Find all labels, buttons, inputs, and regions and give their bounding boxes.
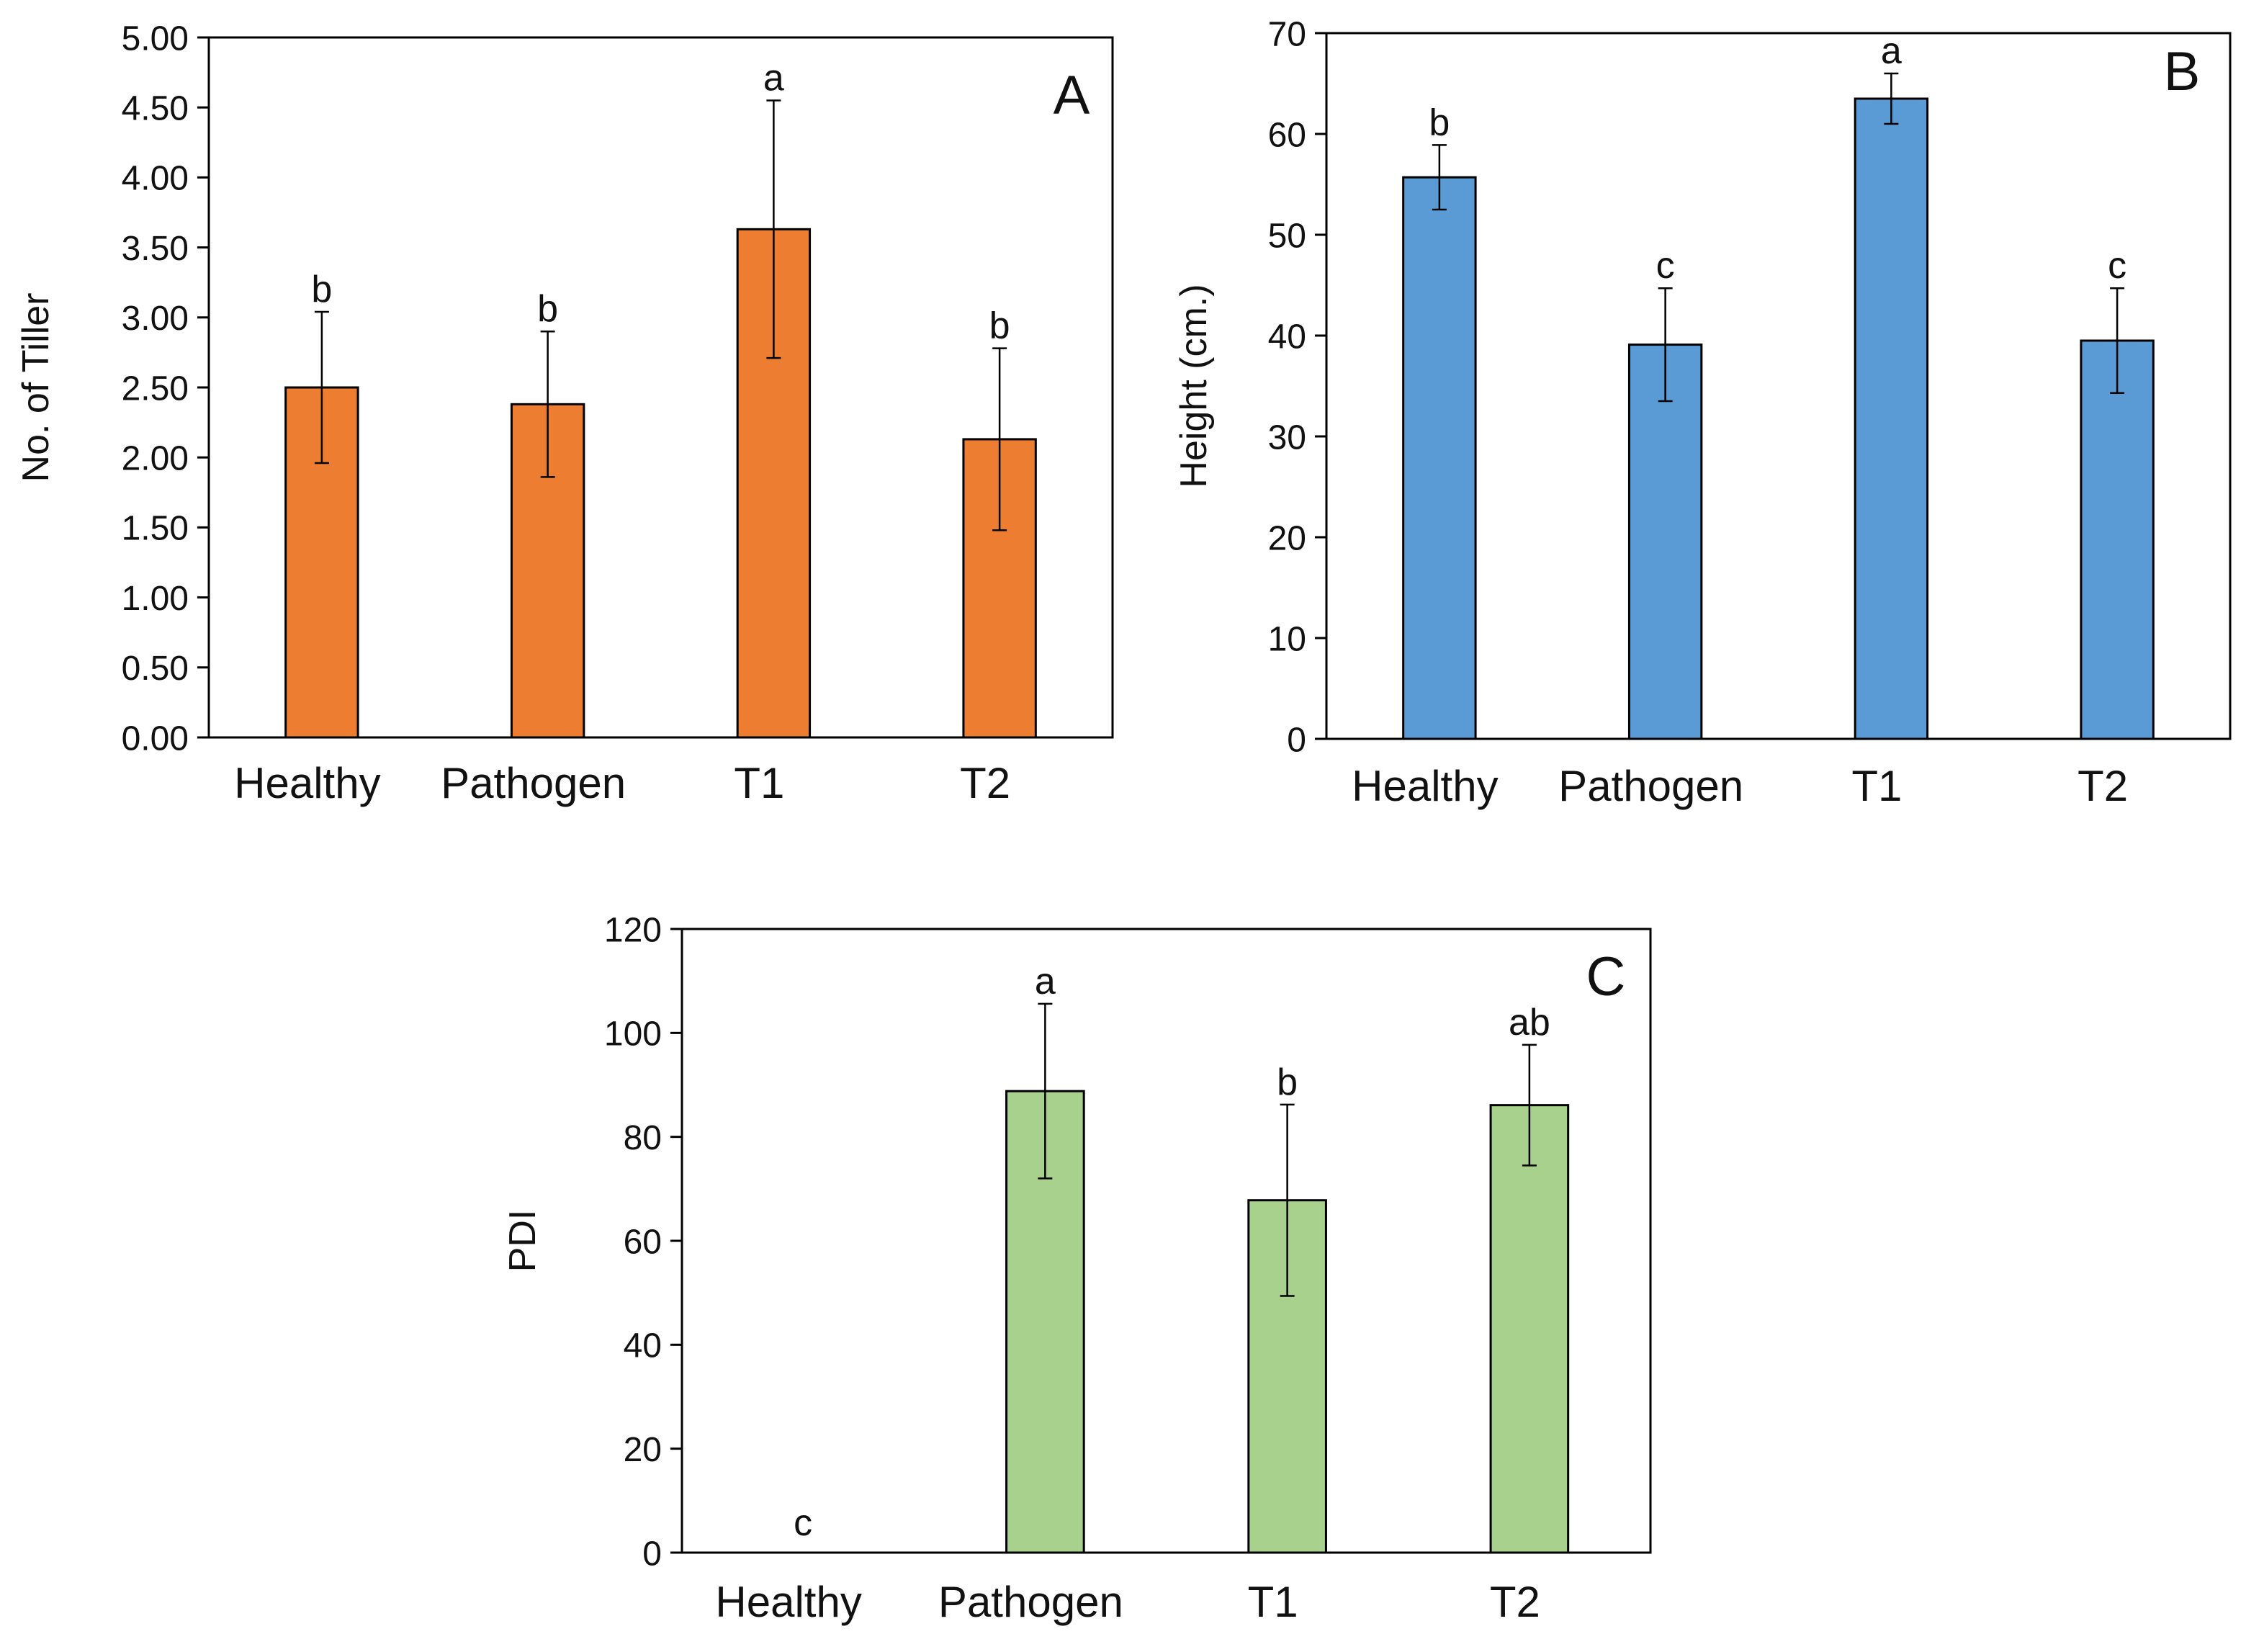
x-tick-label: T2 — [1490, 1578, 1540, 1626]
y-tick-label: 10 — [1268, 620, 1306, 658]
y-tick-label: 2.50 — [122, 369, 189, 408]
x-tick-label: Pathogen — [441, 759, 626, 807]
significance-label: b — [989, 305, 1010, 347]
bar — [1402, 176, 1477, 740]
y-tick-label: 120 — [604, 911, 662, 949]
chart-b: 0 10 20 30 40 50 60 70 Height (cm.) Bb Healthy c Pat… — [1173, 15, 2232, 810]
y-tick-label: 4.00 — [122, 160, 189, 198]
x-tick-label: T1 — [734, 759, 784, 807]
x-tick-label: Pathogen — [938, 1578, 1123, 1626]
bar — [1627, 344, 1703, 740]
y-axis-title: PDI — [502, 1210, 544, 1272]
chart-c: 0 20 40 60 80 100 120 PDI Cc Healthy a Pathogen b T1 a… — [502, 911, 1652, 1626]
y-tick-label: 5.00 — [122, 19, 189, 58]
y-tick-label: 50 — [1268, 217, 1306, 255]
y-tick-label: 70 — [1268, 15, 1306, 53]
significance-label: b — [1429, 102, 1450, 143]
x-tick-label: Healthy — [234, 759, 380, 807]
y-tick-label: 20 — [1268, 519, 1306, 557]
bar — [2080, 339, 2155, 740]
x-tick-label: Healthy — [715, 1578, 861, 1626]
bar — [1489, 1104, 1570, 1554]
x-tick-label: T1 — [1851, 762, 1902, 810]
y-tick-label: 0 — [1287, 721, 1306, 759]
y-tick-label: 0 — [642, 1535, 662, 1573]
significance-label: c — [794, 1502, 812, 1544]
significance-label: a — [1881, 30, 1902, 72]
y-tick-label: 3.50 — [122, 230, 189, 268]
plot-frame — [1325, 32, 2232, 740]
y-tick-label: 0.50 — [122, 650, 189, 688]
y-tick-label: 20 — [624, 1431, 662, 1469]
y-tick-label: 2.00 — [122, 439, 189, 477]
y-tick-label: 40 — [624, 1327, 662, 1365]
y-tick-label: 40 — [1268, 318, 1306, 356]
significance-label: c — [2108, 245, 2126, 287]
x-tick-label: Pathogen — [1558, 762, 1743, 810]
y-tick-label: 100 — [604, 1015, 662, 1054]
significance-label: b — [1277, 1061, 1298, 1103]
y-tick-label: 3.00 — [122, 300, 189, 338]
significance-label: a — [1035, 961, 1056, 1002]
significance-label: ab — [1509, 1002, 1550, 1043]
x-tick-label: T1 — [1248, 1578, 1298, 1626]
x-tick-label: Healthy — [1352, 762, 1498, 810]
y-axis-title: No. of Tiller — [15, 293, 57, 482]
significance-label: a — [763, 57, 784, 99]
x-tick-label: T2 — [960, 759, 1010, 807]
y-tick-label: 30 — [1268, 418, 1306, 457]
x-tick-label: T2 — [2077, 762, 2128, 810]
panel-label: B — [2164, 41, 2201, 102]
y-tick-label: 60 — [1268, 116, 1306, 154]
y-tick-label: 80 — [624, 1119, 662, 1157]
panel-label: A — [1054, 65, 1090, 126]
y-tick-label: 0.00 — [122, 719, 189, 758]
bar — [1854, 97, 1929, 740]
y-axis-title: Height (cm.) — [1173, 284, 1215, 488]
chart-a: 0.00 0.50 1.00 1.50 2.00 2.50 3.00 3.50 4.00 4.50… — [15, 19, 1114, 807]
significance-label: b — [537, 288, 558, 330]
significance-label: b — [311, 269, 332, 310]
y-tick-label: 60 — [624, 1223, 662, 1261]
y-tick-label: 1.00 — [122, 580, 189, 618]
significance-label: c — [1656, 245, 1675, 287]
y-tick-label: 1.50 — [122, 510, 189, 548]
y-tick-label: 4.50 — [122, 89, 189, 127]
panel-label: C — [1586, 946, 1626, 1007]
